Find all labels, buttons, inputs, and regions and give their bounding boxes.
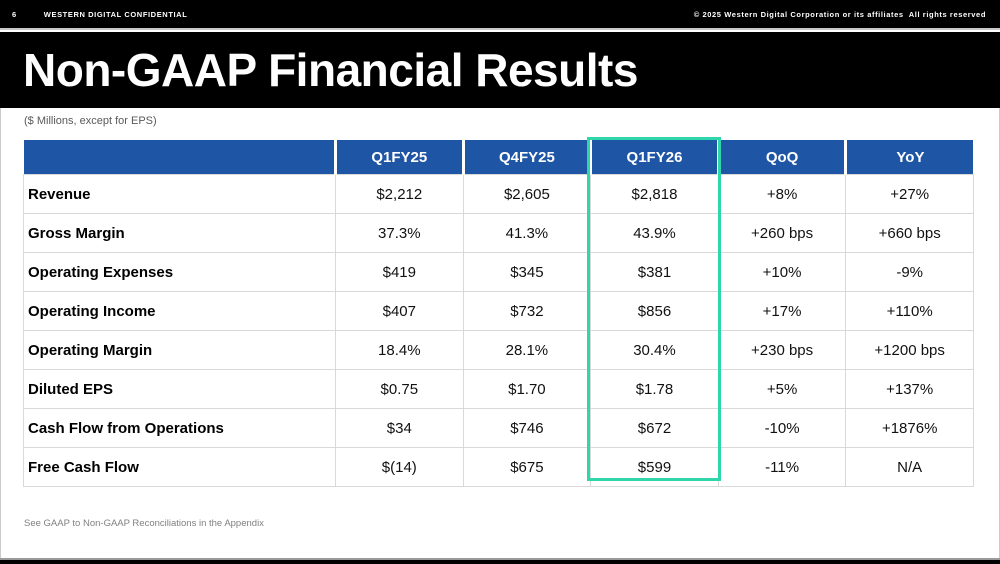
cell-value: $419: [335, 252, 464, 292]
cell-value: $599: [590, 447, 719, 487]
cell-value: $(14): [335, 447, 464, 487]
units-note: ($ Millions, except for EPS): [24, 115, 157, 127]
row-label: Gross Margin: [23, 213, 336, 253]
cell-value: $732: [462, 291, 592, 331]
top-bar-left: 6 WESTERN DIGITAL CONFIDENTIAL: [12, 10, 187, 19]
slide-title: Non-GAAP Financial Results: [23, 44, 638, 96]
cell-value: +660 bps: [845, 213, 974, 253]
cell-value: $345: [462, 252, 592, 292]
cell-value: 37.3%: [335, 213, 464, 253]
table-row: Free Cash Flow $(14) $675 $599 -11% N/A: [23, 447, 974, 487]
title-banner: Non-GAAP Financial Results: [0, 32, 1000, 108]
column-header-q4fy25: Q4FY25: [461, 140, 591, 175]
table-body: Revenue $2,212 $2,605 $2,818 +8% +27% Gross Ma…: [23, 174, 974, 487]
cell-value: 18.4%: [335, 330, 464, 370]
cell-value: $746: [462, 408, 592, 448]
page-number: 6: [12, 9, 17, 19]
cell-value: $672: [590, 408, 719, 448]
cell-value: +137%: [845, 369, 974, 409]
cell-value: $675: [462, 447, 592, 487]
table-row: Cash Flow from Operations $34 $746 $672 -10%…: [23, 408, 974, 448]
cell-value: N/A: [845, 447, 974, 487]
column-header-q1fy25: Q1FY25: [334, 140, 464, 175]
column-header-qoq: QoQ: [716, 140, 846, 175]
table-row: Operating Income $407 $732 $856 +17% +110%: [23, 291, 974, 331]
cell-value: -11%: [717, 447, 847, 487]
copyright-text: © 2025 Western Digital Corporation or it…: [693, 9, 986, 19]
row-label: Revenue: [23, 174, 336, 214]
cell-value: $0.75: [335, 369, 464, 409]
cell-value: 30.4%: [590, 330, 719, 370]
row-label: Cash Flow from Operations: [23, 408, 336, 448]
table-row: Operating Expenses $419 $345 $381 +10% -9%: [23, 252, 974, 292]
footnote: See GAAP to Non-GAAP Reconciliations in …: [24, 518, 264, 529]
row-label: Free Cash Flow: [23, 447, 336, 487]
cell-value: +27%: [845, 174, 974, 214]
cell-value: $2,818: [590, 174, 719, 214]
cell-value: -9%: [845, 252, 974, 292]
top-bar: 6 WESTERN DIGITAL CONFIDENTIAL © 2025 We…: [0, 0, 1000, 30]
table-header-row: Q1FY25 Q4FY25 Q1FY26 QoQ YoY: [23, 140, 974, 175]
cell-value: +110%: [845, 291, 974, 331]
cell-value: +8%: [717, 174, 847, 214]
bottom-gray-line: [0, 558, 1000, 560]
table-row: Diluted EPS $0.75 $1.70 $1.78 +5% +137%: [23, 369, 974, 409]
column-header-q1fy26: Q1FY26: [589, 140, 719, 175]
table-row: Revenue $2,212 $2,605 $2,818 +8% +27%: [23, 174, 974, 214]
cell-value: $1.70: [462, 369, 592, 409]
cell-value: +5%: [717, 369, 847, 409]
row-label: Operating Margin: [23, 330, 336, 370]
row-label: Operating Income: [23, 291, 336, 331]
row-label: Operating Expenses: [23, 252, 336, 292]
cell-value: 43.9%: [590, 213, 719, 253]
cell-value: $2,212: [335, 174, 464, 214]
column-header-yoy: YoY: [844, 140, 974, 175]
row-label: Diluted EPS: [23, 369, 336, 409]
confidential-label: WESTERN DIGITAL CONFIDENTIAL: [43, 9, 188, 19]
cell-value: +260 bps: [717, 213, 847, 253]
cell-value: 28.1%: [462, 330, 592, 370]
cell-value: $856: [590, 291, 719, 331]
cell-value: +1876%: [845, 408, 974, 448]
cell-value: +17%: [717, 291, 847, 331]
cell-value: $407: [335, 291, 464, 331]
cell-value: $34: [335, 408, 464, 448]
cell-value: $2,605: [462, 174, 592, 214]
cell-value: $381: [590, 252, 719, 292]
cell-value: +10%: [717, 252, 847, 292]
table-row: Gross Margin 37.3% 41.3% 43.9% +260 bps +660 …: [23, 213, 974, 253]
empty-header-cell: [23, 140, 336, 175]
cell-value: $1.78: [590, 369, 719, 409]
table-row: Operating Margin 18.4% 28.1% 30.4% +230 bps +…: [23, 330, 974, 370]
cell-value: +230 bps: [717, 330, 847, 370]
cell-value: 41.3%: [462, 213, 592, 253]
bottom-black-bar: [0, 560, 1000, 564]
cell-value: +1200 bps: [845, 330, 974, 370]
cell-value: -10%: [717, 408, 847, 448]
financial-results-table: Q1FY25 Q4FY25 Q1FY26 QoQ YoY Revenue $2,212 $2…: [23, 140, 974, 487]
